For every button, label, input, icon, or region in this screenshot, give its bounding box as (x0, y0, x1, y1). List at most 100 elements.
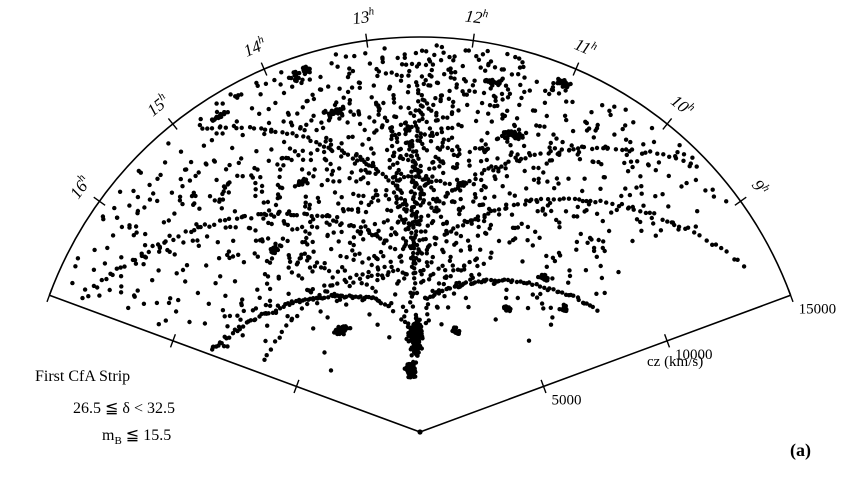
galaxy-point (306, 297, 311, 302)
galaxy-point (394, 200, 399, 205)
galaxy-point (328, 138, 333, 143)
galaxy-point (531, 177, 537, 182)
galaxy-point (363, 51, 368, 56)
galaxy-point (351, 257, 356, 262)
galaxy-point (341, 95, 346, 100)
galaxy-point (177, 194, 183, 199)
galaxy-point (602, 290, 607, 296)
galaxy-point (536, 132, 541, 137)
galaxy-point (135, 194, 141, 200)
galaxy-point (591, 159, 596, 165)
galaxy-point (314, 260, 320, 265)
galaxy-point (156, 322, 161, 327)
galaxy-point (117, 189, 123, 194)
galaxy-point (327, 214, 332, 219)
galaxy-point (447, 258, 453, 263)
galaxy-point (512, 123, 517, 129)
galaxy-point (549, 87, 555, 92)
galaxy-point (436, 291, 442, 296)
galaxy-point (222, 314, 227, 319)
galaxy-point (390, 309, 396, 314)
galaxy-point (133, 224, 139, 229)
galaxy-point (351, 191, 356, 197)
galaxy-point (281, 219, 286, 224)
galaxy-point (414, 149, 419, 154)
galaxy-point (223, 167, 229, 172)
galaxy-point (409, 326, 414, 332)
galaxy-point (289, 270, 295, 275)
galaxy-point (457, 147, 462, 152)
galaxy-point (314, 295, 319, 301)
galaxy-point (289, 123, 295, 128)
galaxy-point (373, 188, 378, 193)
galaxy-point (287, 255, 292, 261)
galaxy-point (200, 126, 205, 131)
galaxy-point (387, 157, 392, 163)
galaxy-point (325, 289, 330, 294)
galaxy-point (147, 182, 152, 188)
galaxy-point (462, 219, 468, 224)
galaxy-point (183, 279, 188, 284)
galaxy-point (166, 218, 171, 223)
galaxy-point (413, 316, 419, 321)
galaxy-point (506, 129, 511, 134)
galaxy-point (102, 261, 108, 266)
galaxy-point (385, 218, 390, 223)
galaxy-point (338, 222, 343, 228)
galaxy-point (402, 276, 407, 281)
galaxy-point (379, 125, 385, 130)
galaxy-point (196, 243, 201, 248)
galaxy-point (194, 222, 199, 227)
galaxy-point (218, 274, 223, 279)
galaxy-point (441, 170, 446, 176)
galaxy-point (119, 284, 124, 289)
galaxy-point (488, 222, 494, 228)
galaxy-point (240, 132, 245, 138)
galaxy-point (417, 174, 422, 180)
galaxy-point (506, 305, 511, 310)
galaxy-point (601, 239, 606, 244)
galaxy-point (645, 162, 651, 167)
galaxy-point (447, 88, 452, 94)
galaxy-point (537, 124, 542, 129)
galaxy-point (478, 247, 483, 252)
galaxy-point (400, 270, 405, 275)
galaxy-point (143, 255, 149, 260)
galaxy-point (675, 150, 680, 155)
galaxy-point (571, 214, 576, 219)
galaxy-point (544, 264, 549, 269)
galaxy-point (350, 248, 355, 253)
galaxy-point (425, 223, 430, 228)
galaxy-point (402, 55, 407, 60)
galaxy-point (150, 243, 155, 249)
galaxy-point (419, 214, 424, 220)
galaxy-point (300, 148, 305, 153)
galaxy-point (396, 131, 402, 137)
galaxy-point (417, 185, 423, 190)
galaxy-point (73, 264, 78, 269)
galaxy-point (504, 202, 509, 207)
galaxy-point (570, 99, 575, 105)
galaxy-point (530, 282, 535, 287)
galaxy-point (407, 68, 412, 74)
galaxy-point (479, 177, 484, 183)
galaxy-point (227, 180, 232, 185)
galaxy-point (222, 334, 227, 339)
galaxy-point (623, 107, 628, 112)
galaxy-point (192, 201, 197, 206)
galaxy-point (576, 150, 582, 155)
galaxy-point (214, 101, 219, 106)
galaxy-point (492, 65, 498, 70)
galaxy-point (340, 113, 345, 118)
galaxy-point (437, 199, 442, 204)
galaxy-point (599, 275, 605, 281)
galaxy-point (360, 142, 365, 147)
galaxy-point (601, 175, 606, 180)
galaxy-point (548, 305, 553, 310)
galaxy-point (418, 103, 424, 108)
galaxy-point (219, 114, 224, 120)
galaxy-point (322, 350, 327, 355)
galaxy-point (454, 82, 459, 87)
galaxy-point (166, 141, 171, 146)
galaxy-point (454, 177, 460, 182)
